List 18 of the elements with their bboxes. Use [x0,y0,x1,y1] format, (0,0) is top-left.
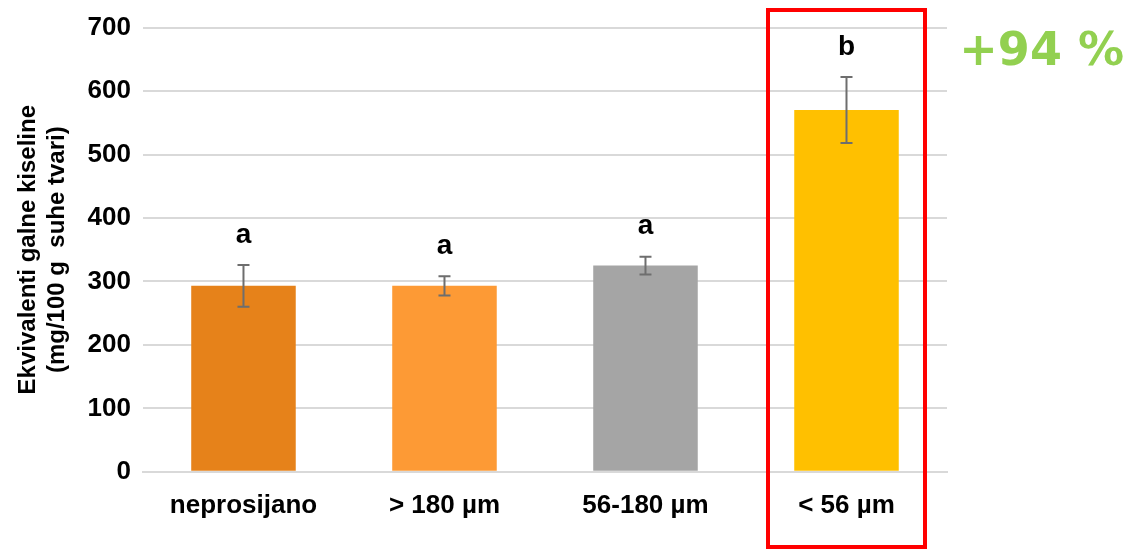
y-axis-title: Ekvivalenti galne kiseline (mg/100 g suhe tvari) [13,104,69,395]
y-tick-label: 700 [87,10,131,41]
y-tick-label: 100 [87,391,131,422]
x-tick-label: < 56 µm [798,488,895,519]
y-tick-label: 400 [87,201,131,232]
annotation: a [235,217,252,249]
y-tick-label: 300 [87,264,131,295]
annotation: b [837,29,856,61]
x-tick-label: neprosijano [169,488,318,519]
y-tick-label: 600 [87,74,131,105]
y-tick-label: 0 [116,454,131,485]
x-tick-label: 56-180 µm [582,488,709,519]
annotation: a [637,209,654,241]
text: +94 % [959,22,1124,76]
x-tick-label: > 180 µm [388,488,501,519]
annotation: a [436,229,453,261]
y-tick-label: 500 [87,137,131,168]
y-tick-label: 200 [87,328,131,359]
